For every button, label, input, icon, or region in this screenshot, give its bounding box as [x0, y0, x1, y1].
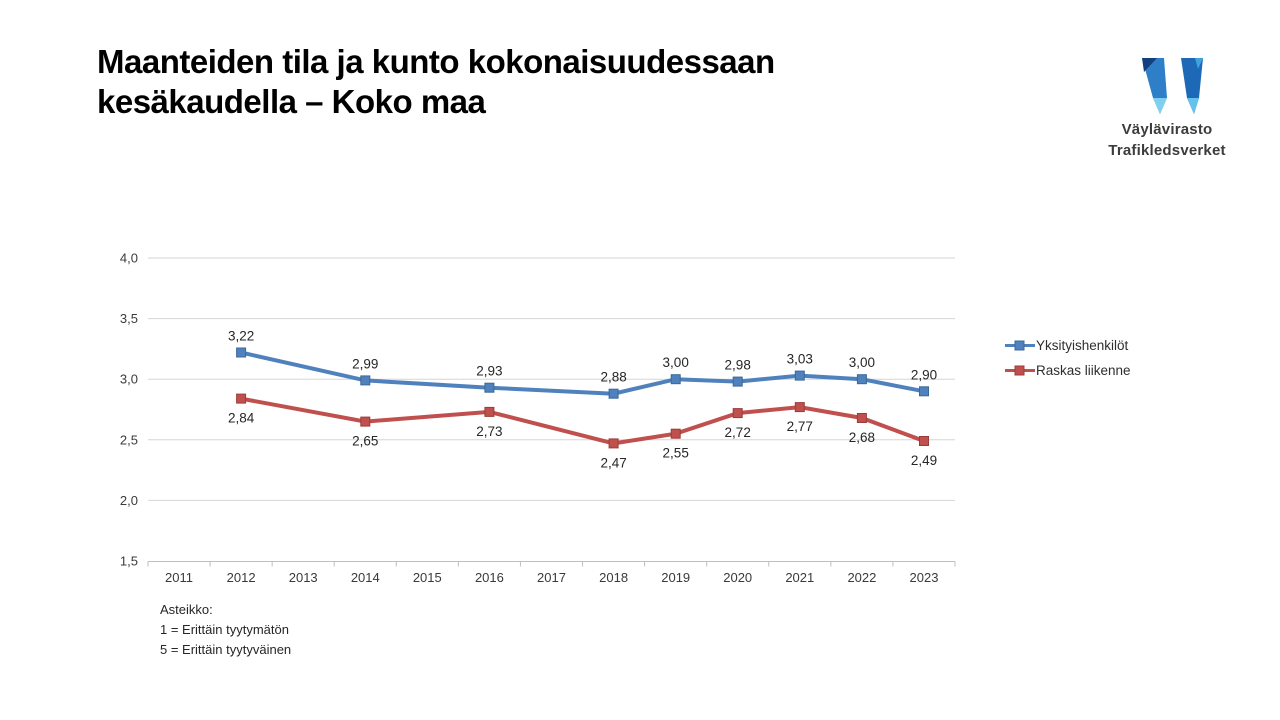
svg-text:2018: 2018: [599, 570, 628, 585]
svg-text:3,22: 3,22: [228, 329, 254, 344]
svg-text:2,77: 2,77: [787, 419, 813, 434]
svg-text:2,88: 2,88: [600, 370, 626, 385]
svg-text:2,47: 2,47: [600, 455, 626, 470]
svg-text:2,93: 2,93: [476, 364, 502, 379]
legend-label: Raskas liikenne: [1036, 362, 1131, 378]
svg-text:2022: 2022: [847, 570, 876, 585]
vaylavirasto-v-icon: [1142, 58, 1203, 114]
slide-title: Maanteiden tila ja kunto kokonaisuudessa…: [97, 43, 775, 120]
legend-item-raskas-liikenne: Raskas liikenne: [1005, 361, 1131, 379]
svg-text:3,00: 3,00: [663, 355, 689, 370]
line-chart-svg: 4,0 3,5 3,0 2,5 2,0 1,5 2011 2012 2013 2014 2015 20…: [120, 251, 956, 585]
svg-text:2011: 2011: [165, 570, 193, 585]
svg-text:2021: 2021: [785, 570, 814, 585]
legend-item-yksityishenkilot: Yksityishenkilöt: [1005, 336, 1131, 354]
agency-logo: Väylävirasto Trafikledsverket: [1087, 55, 1247, 161]
svg-text:2,73: 2,73: [476, 424, 502, 439]
chart-legend: Yksityishenkilöt Raskas liikenne: [1005, 336, 1131, 379]
svg-text:1,5: 1,5: [120, 554, 138, 569]
scale-footnote: Asteikko: 1 = Erittäin tyytymätön 5 = Er…: [160, 602, 292, 657]
legend-marker-line-icon: [1005, 340, 1035, 350]
svg-text:2013: 2013: [289, 570, 318, 585]
svg-text:2014: 2014: [351, 570, 380, 585]
svg-text:2015: 2015: [413, 570, 442, 585]
svg-text:2,68: 2,68: [849, 430, 875, 445]
svg-text:2,49: 2,49: [911, 453, 937, 468]
svg-text:2,5: 2,5: [120, 432, 138, 447]
legend-label: Yksityishenkilöt: [1036, 337, 1129, 353]
svg-text:2,98: 2,98: [725, 358, 751, 373]
svg-text:2023: 2023: [910, 570, 939, 585]
svg-text:2019: 2019: [661, 570, 690, 585]
svg-text:3,00: 3,00: [849, 355, 875, 370]
svg-text:2,65: 2,65: [352, 434, 378, 449]
svg-text:2,90: 2,90: [911, 367, 937, 382]
svg-text:2,84: 2,84: [228, 411, 255, 426]
svg-text:3,03: 3,03: [787, 352, 813, 367]
agency-logo-text: Väylävirasto Trafikledsverket: [1108, 121, 1226, 159]
svg-text:3,5: 3,5: [120, 311, 138, 326]
svg-text:2,72: 2,72: [725, 425, 751, 440]
svg-text:2012: 2012: [227, 570, 256, 585]
svg-text:3,0: 3,0: [120, 372, 138, 387]
svg-text:2,99: 2,99: [352, 356, 378, 371]
svg-text:2016: 2016: [475, 570, 504, 585]
svg-text:2020: 2020: [723, 570, 752, 585]
svg-text:4,0: 4,0: [120, 251, 138, 266]
svg-text:2017: 2017: [537, 570, 566, 585]
legend-marker-line-icon: [1005, 365, 1035, 375]
svg-text:2,0: 2,0: [120, 493, 138, 508]
svg-text:2,55: 2,55: [663, 446, 689, 461]
